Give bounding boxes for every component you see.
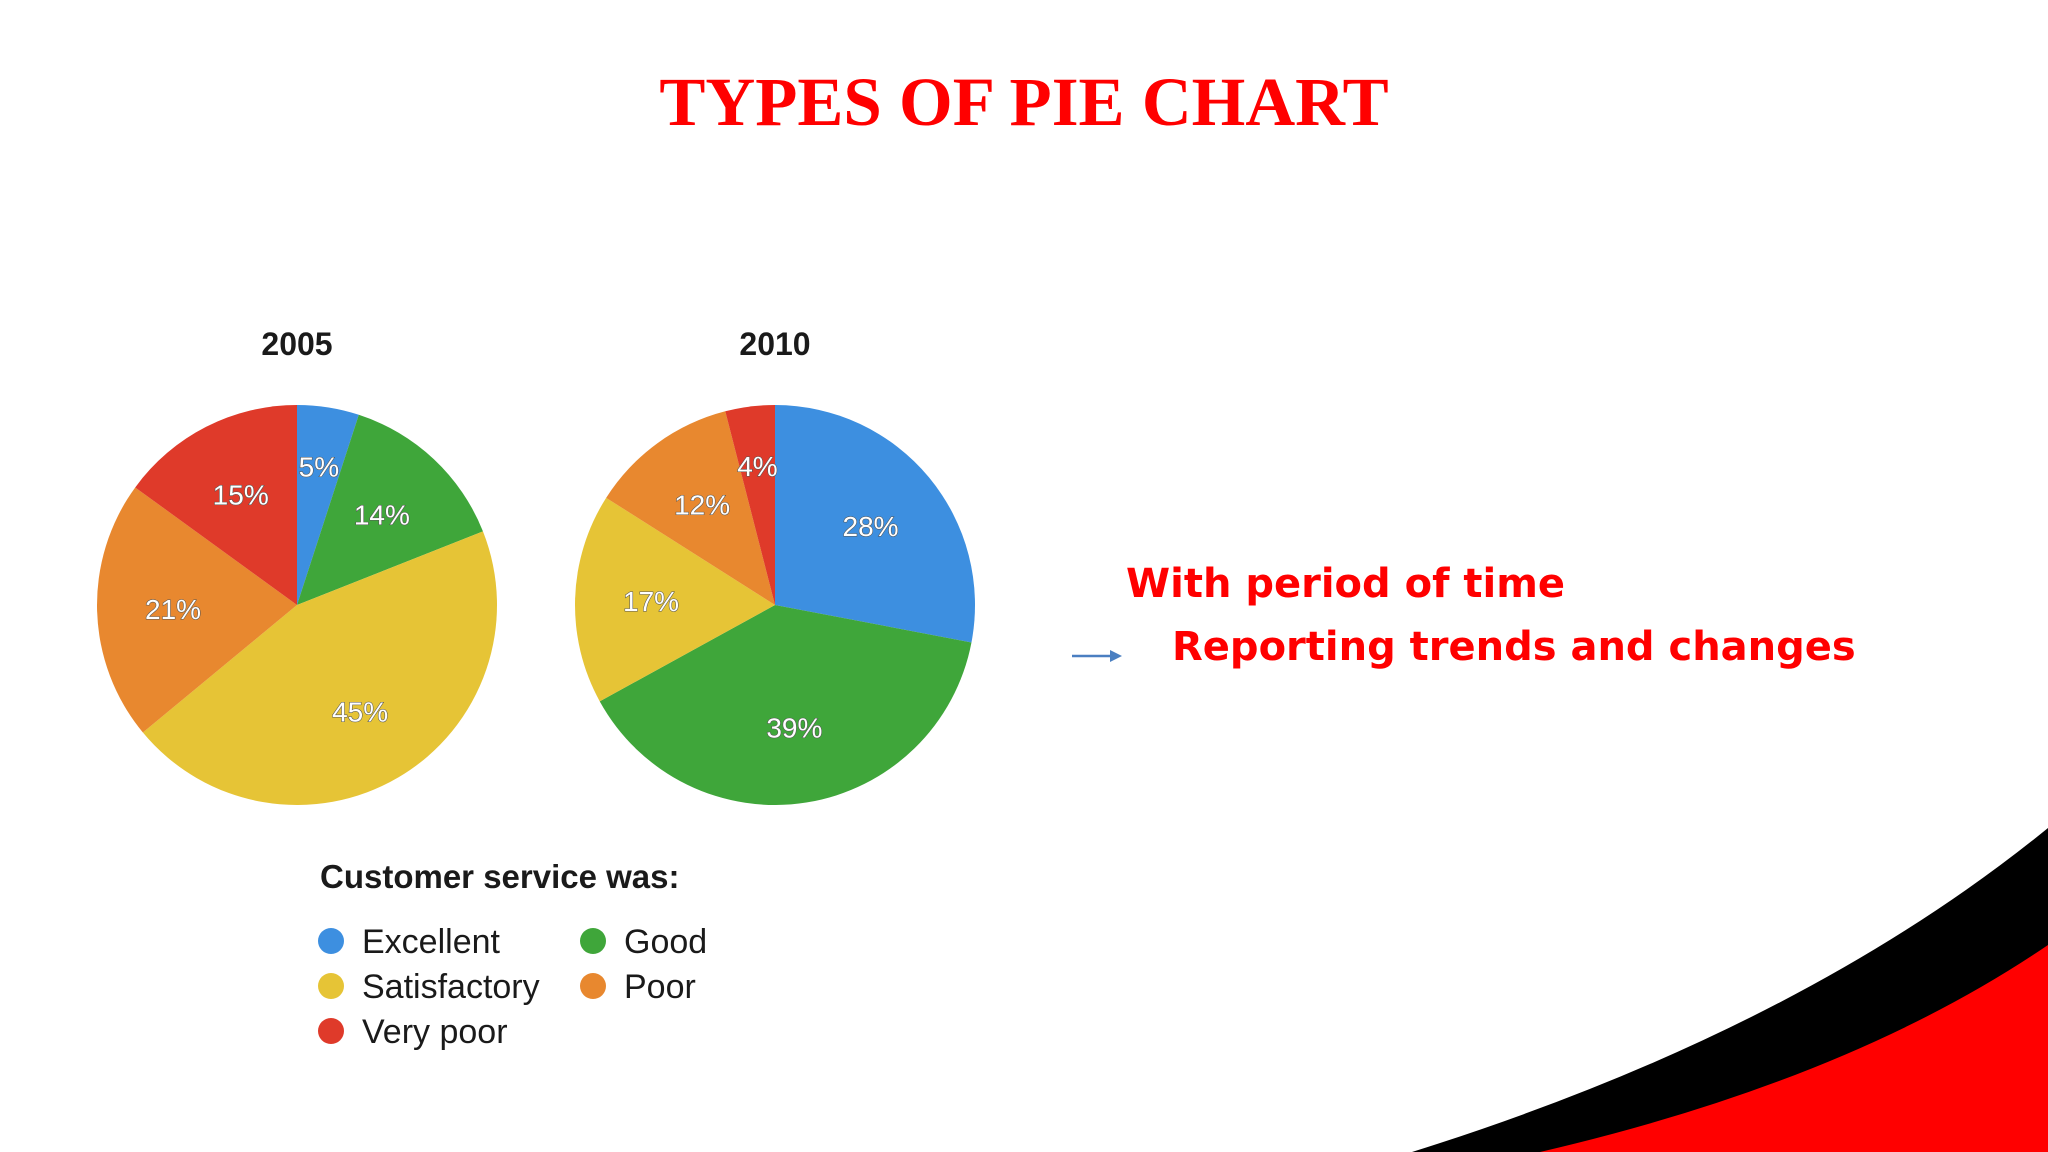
slice-label-2010-very-poor: 4% — [737, 451, 777, 482]
pie-slice-2010-satisfactory — [574, 497, 775, 702]
legend-item-poor: Poor — [580, 967, 696, 1007]
pie-slice-2010-excellent — [775, 405, 975, 643]
legend-item-excellent: Excellent — [318, 922, 500, 962]
pie-slice-2010-poor — [606, 411, 775, 605]
pie-slice-2005-good — [297, 414, 483, 605]
legend-label: Poor — [624, 968, 696, 1006]
pie-title-2005: 2005 — [261, 326, 332, 362]
legend-title: Customer service was: — [320, 858, 680, 895]
slice-label-2010-satisfactory: 17% — [623, 586, 679, 617]
legend-label: Satisfactory — [362, 968, 540, 1006]
legend-item-good: Good — [580, 922, 707, 962]
slice-label-2010-excellent: 28% — [843, 511, 899, 542]
swoosh-red — [1540, 945, 2048, 1152]
slice-label-2005-good: 14% — [354, 500, 410, 531]
pie-title-2010: 2010 — [739, 326, 810, 362]
pie-slice-2010-good — [599, 605, 972, 806]
slice-label-2010-poor: 12% — [674, 490, 730, 521]
pie-slice-2005-poor — [97, 487, 298, 733]
legend-swatch — [318, 1018, 344, 1045]
slice-label-2005-poor: 21% — [145, 594, 201, 625]
legend-swatch — [318, 973, 344, 1000]
legend-item-very-poor: Very poor — [318, 1012, 508, 1052]
slide-title: TYPES OF PIE CHART — [659, 64, 1389, 140]
slice-label-2005-satisfactory: 45% — [332, 697, 388, 728]
pie-slice-2005-satisfactory — [142, 531, 497, 805]
pie-slice-2005-very-poor — [135, 405, 297, 605]
legend-swatch — [580, 973, 606, 1000]
slice-label-2005-very-poor: 15% — [213, 480, 269, 511]
legend-label: Good — [624, 923, 708, 961]
arrow-right-icon — [1072, 650, 1122, 662]
legend-swatch — [318, 928, 344, 955]
legend-label: Excellent — [362, 923, 500, 961]
legend-swatch — [580, 928, 606, 955]
legend-item-satisfactory: Satisfactory — [318, 967, 540, 1007]
pie-slice-2005-excellent — [297, 405, 359, 605]
legend-label: Very poor — [362, 1013, 508, 1051]
slice-label-2005-excellent: 5% — [299, 452, 339, 483]
bullet-period-of-time: With period of time — [1126, 561, 1566, 607]
slice-label-2010-good: 39% — [766, 712, 822, 743]
pie-slice-2010-very-poor — [725, 405, 775, 605]
bullet-reporting-trends: Reporting trends and changes — [1172, 624, 1856, 670]
